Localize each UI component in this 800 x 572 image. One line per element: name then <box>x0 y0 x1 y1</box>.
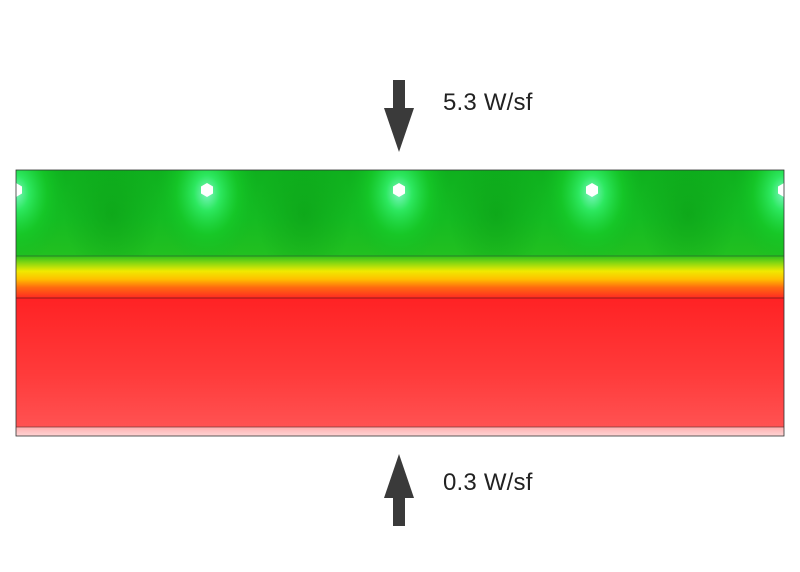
pipe-marker <box>201 183 213 197</box>
top-flux-label: 5.3 W/sf <box>443 89 533 116</box>
layer-dividers <box>15 169 785 437</box>
pipe-marker <box>778 183 784 197</box>
bottom-flux-label: 0.3 W/sf <box>443 469 533 496</box>
pipe-glow-group <box>16 170 784 256</box>
pipe-markers <box>16 183 784 197</box>
bottom-strip <box>16 427 784 436</box>
lower-slab <box>16 298 784 427</box>
pipe-marker <box>393 183 405 197</box>
arrow-up-icon <box>384 454 414 526</box>
arrow-down-icon <box>384 80 414 152</box>
pipe-marker <box>16 183 22 197</box>
pipe-marker <box>586 183 598 197</box>
transition-band <box>16 256 784 298</box>
